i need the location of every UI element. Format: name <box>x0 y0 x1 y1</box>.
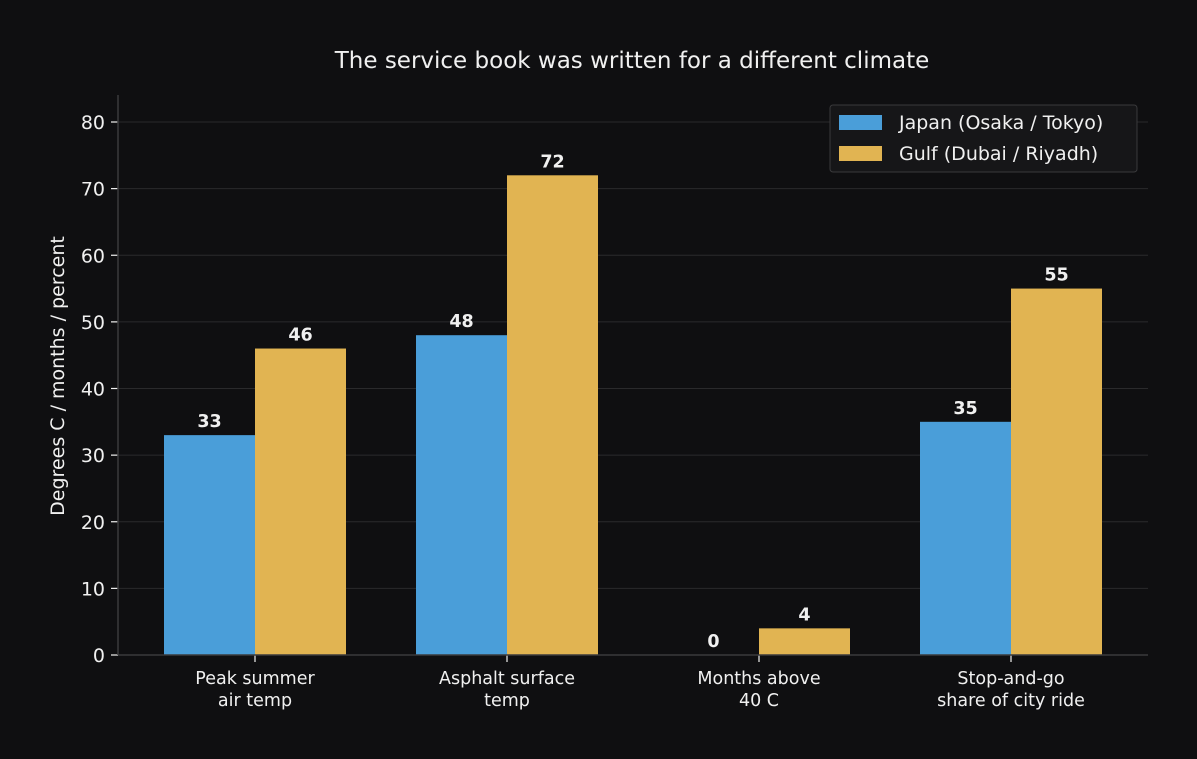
x-tick-label-line: Asphalt surface <box>439 669 575 689</box>
y-tick-label: 20 <box>81 512 105 534</box>
x-tick-label-line: temp <box>484 691 530 711</box>
data-label: 55 <box>1044 266 1068 286</box>
x-tick-label-line: Peak summer <box>195 669 315 689</box>
data-label: 72 <box>540 152 564 172</box>
x-tick-label: Peak summer air temp <box>195 669 315 711</box>
data-label: 4 <box>798 605 810 625</box>
legend-label: Japan (Osaka / Tokyo) <box>898 112 1103 134</box>
legend: Japan (Osaka / Tokyo) Gulf (Dubai / Riyad… <box>829 104 1138 173</box>
bar <box>507 175 598 656</box>
y-tick-label: 0 <box>93 645 105 667</box>
y-tick-label: 10 <box>81 578 105 600</box>
y-tick-label: 60 <box>81 245 105 267</box>
y-tick-label: 70 <box>81 179 105 201</box>
y-tick-label: 50 <box>81 312 105 334</box>
bar <box>1011 288 1102 655</box>
bar <box>920 421 1011 655</box>
y-tick-label: 30 <box>81 445 105 467</box>
x-tick-label: Stop-and-go share of city ride <box>937 669 1085 711</box>
bars <box>164 175 1102 656</box>
data-labels: 33 46 48 72 0 4 35 55 <box>197 152 1068 652</box>
x-tick-label: Asphalt surface temp <box>439 669 575 711</box>
bar <box>255 348 346 655</box>
legend-swatch <box>839 146 882 161</box>
bar <box>759 628 850 655</box>
bar <box>164 435 255 655</box>
x-tick-label-line: Stop-and-go <box>957 669 1064 689</box>
y-tick-label: 40 <box>81 379 105 401</box>
legend-swatch <box>839 115 882 130</box>
data-label: 48 <box>449 312 473 332</box>
data-label: 35 <box>953 399 977 419</box>
x-tick-label: Months above 40 C <box>697 669 820 711</box>
legend-box <box>829 104 1138 173</box>
x-tick-label-line: 40 C <box>739 691 779 711</box>
bar <box>416 335 507 655</box>
y-axis-label: Degrees C / months / percent <box>47 236 69 516</box>
x-tick-label-line: share of city ride <box>937 691 1085 711</box>
x-tick-label-line: air temp <box>218 691 292 711</box>
y-tick-label: 80 <box>81 112 105 134</box>
data-label: 0 <box>707 632 719 652</box>
legend-label: Gulf (Dubai / Riyadh) <box>899 143 1098 165</box>
data-label: 46 <box>288 326 312 346</box>
chart-title: The service book was written for a diffe… <box>334 48 930 74</box>
x-tick-label-line: Months above <box>697 669 820 689</box>
data-label: 33 <box>197 412 221 432</box>
